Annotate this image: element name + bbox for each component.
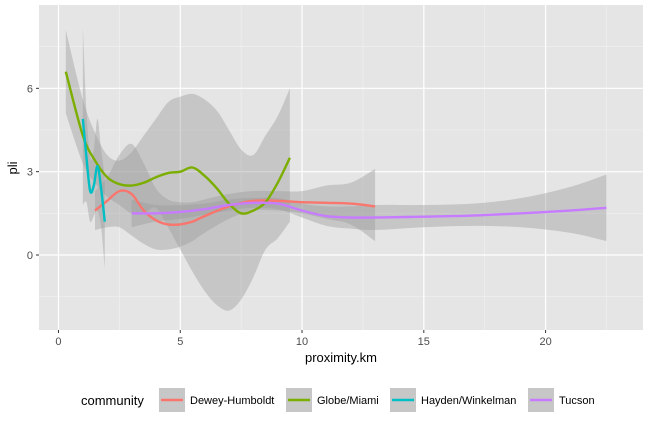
x-tick-label: 10	[296, 336, 308, 348]
x-tick-label: 5	[177, 336, 183, 348]
legend-label-tucson: Tucson	[559, 395, 595, 407]
series-line-tucson	[131, 201, 607, 219]
major-gridlines	[39, 5, 643, 330]
series-lines	[64, 71, 607, 227]
x-axis-title: proximity.km	[305, 350, 377, 365]
y-axis-title: pli	[5, 161, 20, 174]
ci-band-tucson	[131, 174, 607, 242]
series-line-hayden-winkelman	[81, 118, 106, 222]
legend-label-hayden-winkelman: Hayden/Winkelman	[421, 395, 516, 407]
series-line-dewey-humboldt	[94, 189, 376, 227]
y-axis-ticks: 0 3 6	[27, 83, 39, 262]
x-axis-ticks: 0 5 10 15 20	[55, 330, 552, 348]
panel-background	[39, 5, 643, 330]
y-tick-label: 6	[27, 83, 33, 95]
series-line-globe-miami	[64, 71, 291, 215]
x-tick-label: 15	[418, 336, 430, 348]
legend: community Dewey-Humboldt Globe/Miami Hayde…	[81, 388, 595, 412]
y-tick-label: 3	[27, 167, 33, 179]
x-tick-label: 20	[539, 336, 551, 348]
legend-title: community	[81, 393, 144, 408]
y-tick-label: 0	[27, 250, 33, 262]
legend-label-dewey-humboldt: Dewey-Humboldt	[190, 395, 274, 407]
x-tick-label: 0	[55, 336, 61, 348]
ci-band-globe-miami	[65, 30, 290, 311]
legend-label-globe-miami: Globe/Miami	[317, 395, 379, 407]
